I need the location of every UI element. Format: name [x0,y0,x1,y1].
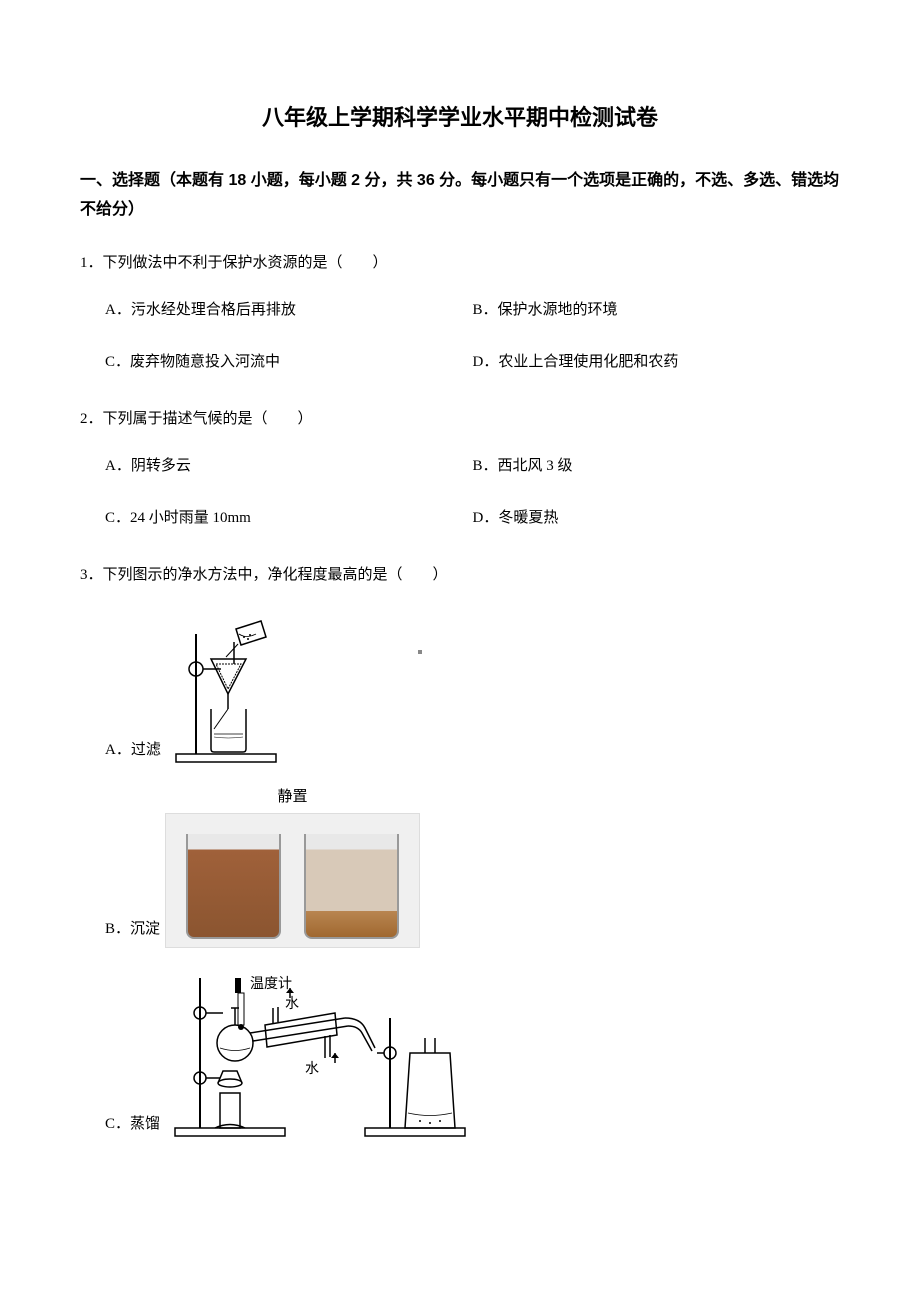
q2-option-a: A．阴转多云 [105,453,473,480]
q3-option-a-label: A．过滤 [105,737,161,769]
q3-option-b-container: B．沉淀 静置 [105,784,840,948]
sedimentation-image [165,813,420,948]
exam-title: 八年级上学期科学学业水平期中检测试卷 [80,100,840,132]
svg-text:水: 水 [285,996,299,1012]
q1-option-d: D．农业上合理使用化肥和农药 [473,349,841,376]
q3-option-c-label: C．蒸馏 [105,1111,160,1143]
q1-option-a: A．污水经处理合格后再排放 [105,297,473,324]
filtration-diagram [166,609,296,769]
q2-option-d: D．冬暖夏热 [473,505,841,532]
sedimentation-container: 静置 [165,784,420,948]
distillation-diagram: 温度计 水 水 [165,963,485,1143]
q1-option-b: B．保护水源地的环境 [473,297,841,324]
svg-text:温度计: 温度计 [250,976,292,992]
clear-beaker [304,834,399,939]
center-marker [418,650,422,654]
question-2-options: A．阴转多云 B．西北风 3 级 C．24 小时雨量 10mm D．冬暖夏热 [80,453,840,532]
question-3-options: A．过滤 B． [80,609,840,1143]
q3-option-b-label: B．沉淀 [105,916,160,948]
section-1-header: 一、选择题（本题有 18 小题，每小题 2 分，共 36 分。每小题只有一个选项… [80,167,840,225]
q3-option-a-container: A．过滤 [105,609,840,769]
question-3: 3．下列图示的净水方法中，净化程度最高的是（ ） A．过滤 [80,562,840,1143]
q2-option-c: C．24 小时雨量 10mm [105,505,473,532]
question-2-text: 2．下列属于描述气候的是（ ） [80,406,840,433]
question-1-text: 1．下列做法中不利于保护水资源的是（ ） [80,250,840,277]
svg-text:水: 水 [305,1061,319,1077]
question-2: 2．下列属于描述气候的是（ ） A．阴转多云 B．西北风 3 级 C．24 小时… [80,406,840,532]
muddy-beaker [186,834,281,939]
question-1: 1．下列做法中不利于保护水资源的是（ ） A．污水经处理合格后再排放 B．保护水… [80,250,840,376]
q2-option-b: B．西北风 3 级 [473,453,841,480]
q3-option-c-container: C．蒸馏 温度计 [105,963,840,1143]
q1-option-c: C．废弃物随意投入河流中 [105,349,473,376]
question-1-options: A．污水经处理合格后再排放 B．保护水源地的环境 C．废弃物随意投入河流中 D．… [80,297,840,376]
sediment-label: 静置 [165,784,420,811]
question-3-text: 3．下列图示的净水方法中，净化程度最高的是（ ） [80,562,840,589]
